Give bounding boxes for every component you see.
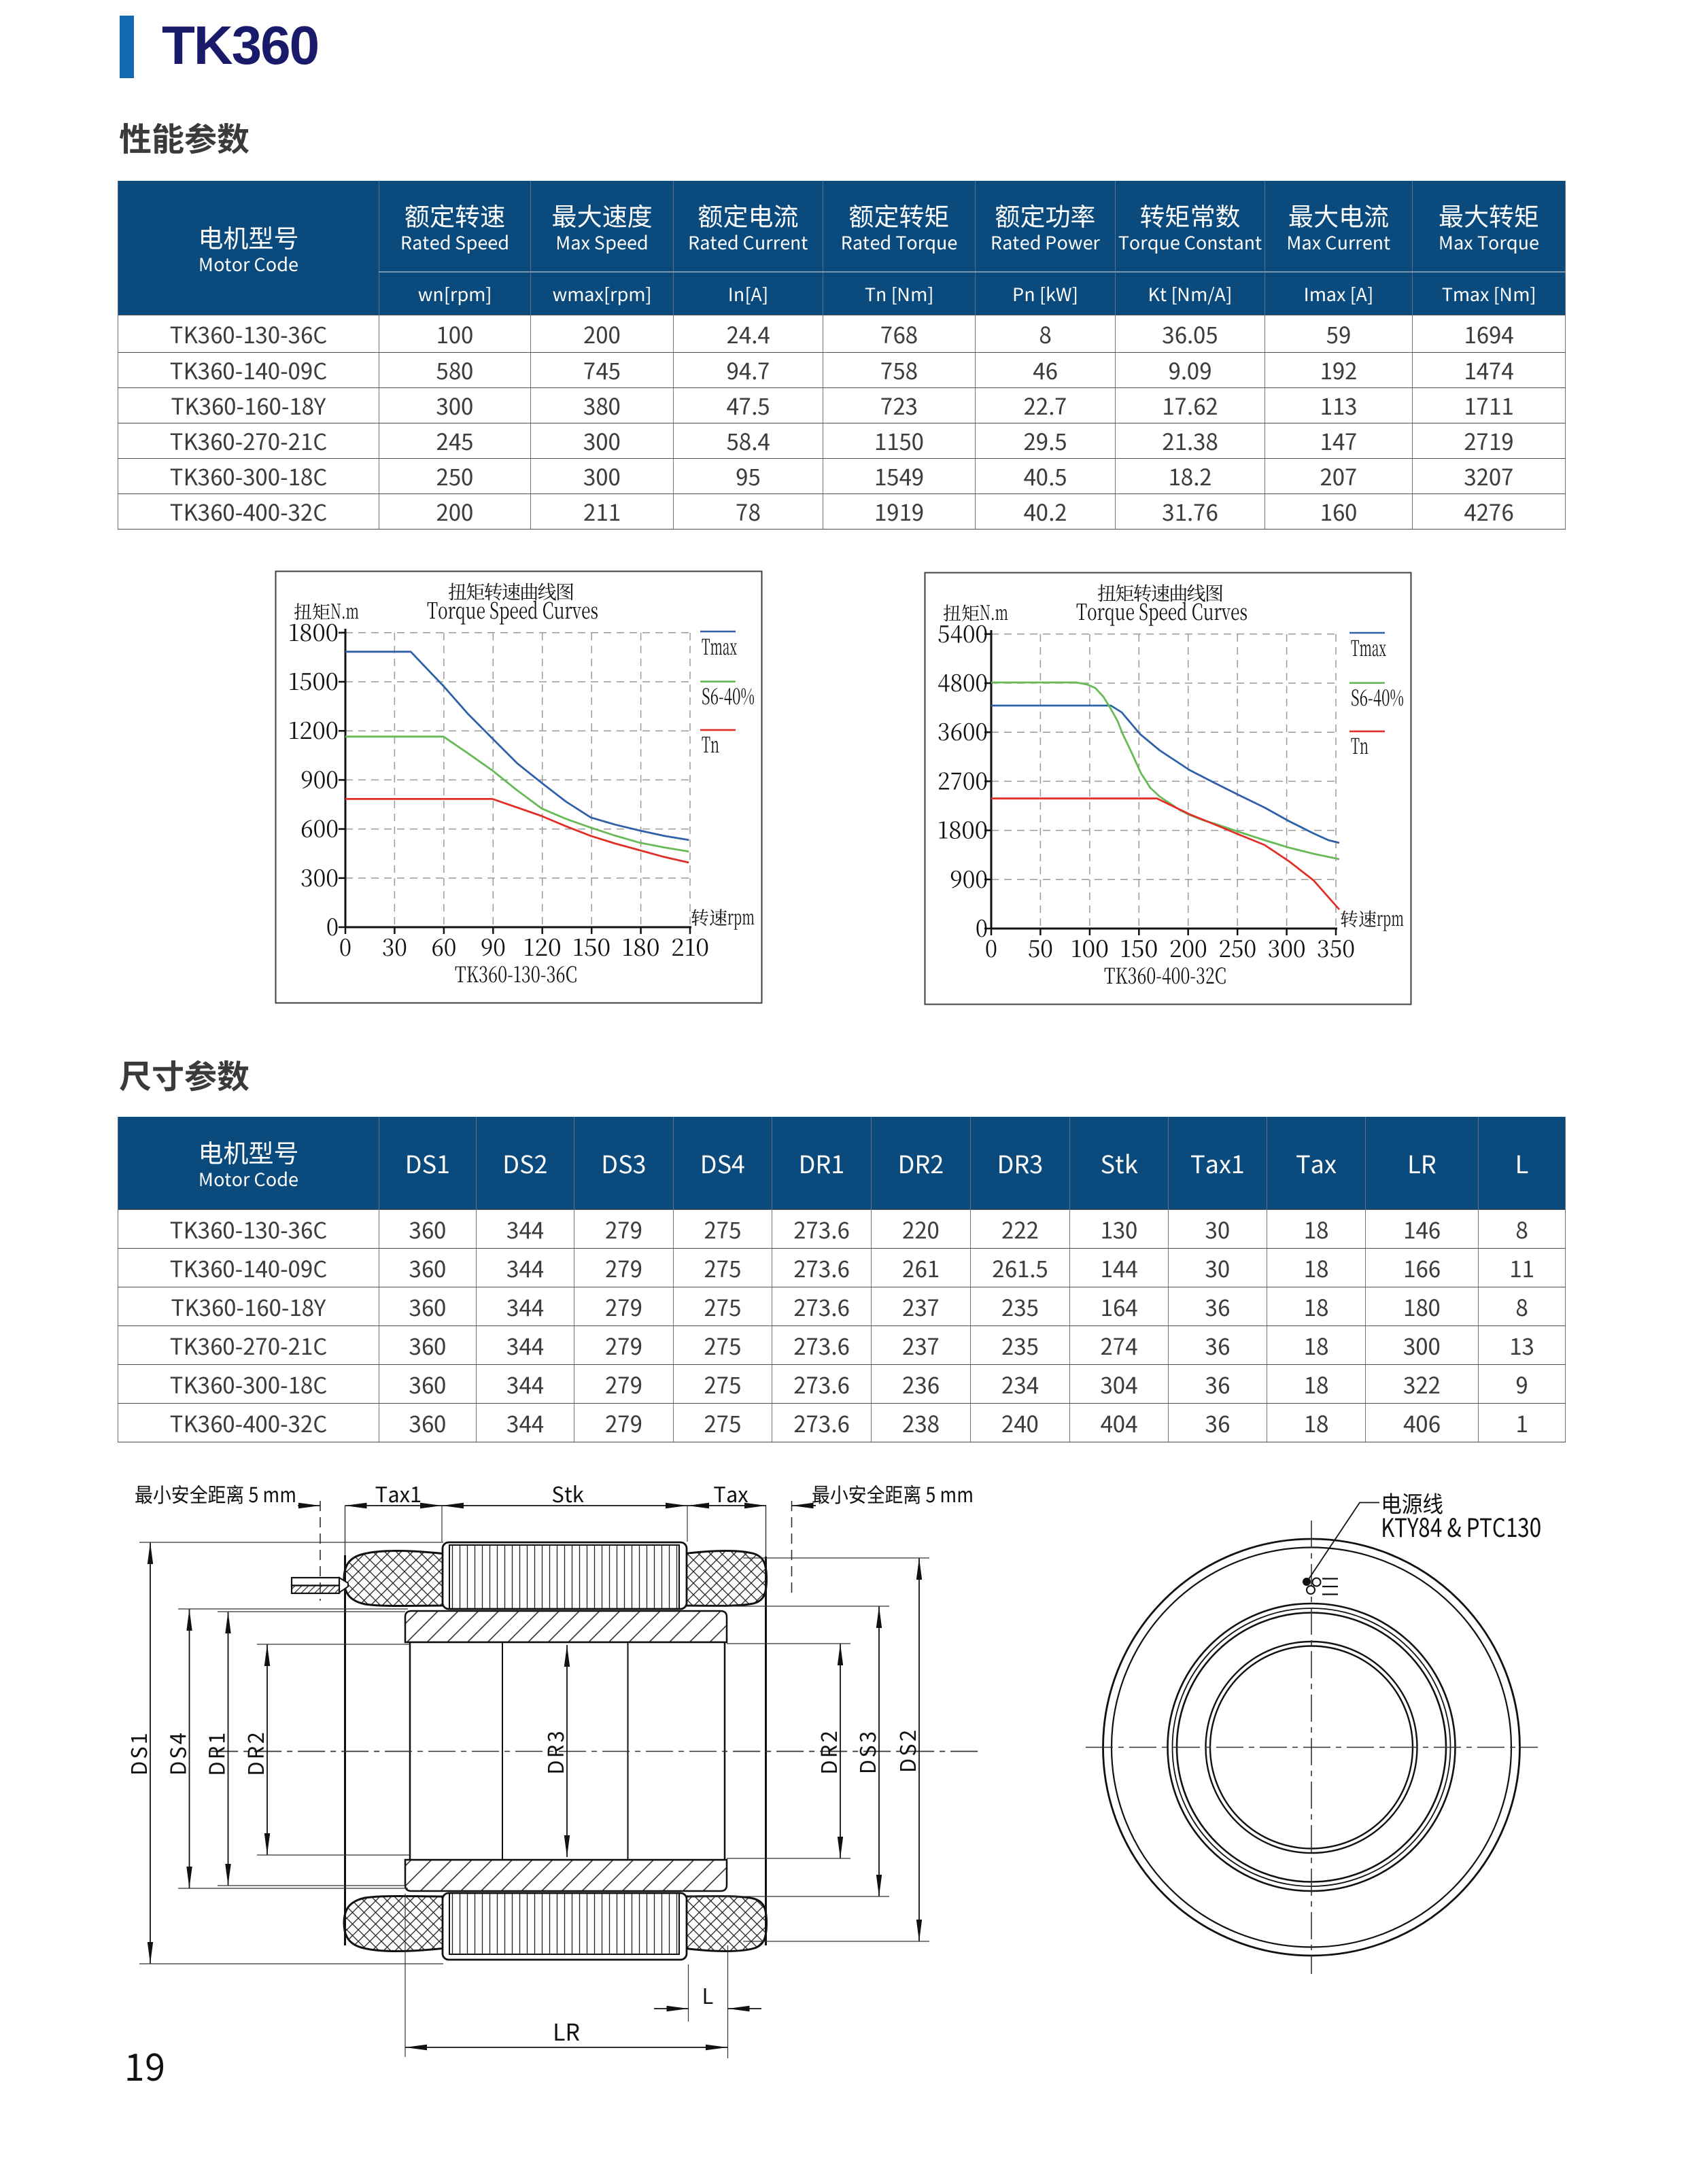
svg-text:TK360-400-32C: TK360-400-32C	[1104, 959, 1226, 990]
svg-text:150: 150	[1120, 931, 1158, 964]
svg-text:1200: 1200	[288, 712, 339, 746]
svg-text:Tax: Tax	[713, 1478, 748, 1508]
svg-text:Tax1: Tax1	[375, 1478, 422, 1508]
svg-text:60: 60	[431, 929, 456, 963]
svg-text:扭矩转速曲线图: 扭矩转速曲线图	[448, 578, 574, 605]
svg-text:900: 900	[300, 761, 339, 795]
svg-text:DR1: DR1	[201, 1730, 231, 1775]
svg-text:200: 200	[1169, 931, 1207, 964]
svg-text:600: 600	[300, 811, 339, 844]
svg-text:Stk: Stk	[551, 1478, 584, 1508]
svg-text:扭矩N.m: 扭矩N.m	[943, 596, 1008, 626]
svg-text:100: 100	[1071, 931, 1109, 964]
svg-text:3600: 3600	[937, 714, 988, 747]
svg-text:KTY84 & PTC130: KTY84 & PTC130	[1381, 1507, 1541, 1544]
svg-text:250: 250	[1218, 931, 1256, 964]
svg-text:Tn: Tn	[1351, 729, 1369, 761]
svg-text:转速rpm: 转速rpm	[691, 901, 755, 931]
svg-text:50: 50	[1028, 931, 1053, 964]
svg-text:1500: 1500	[288, 663, 339, 697]
svg-text:350: 350	[1317, 931, 1355, 964]
svg-text:LR: LR	[553, 2014, 580, 2047]
svg-text:180: 180	[622, 929, 660, 963]
svg-text:扭矩转速曲线图: 扭矩转速曲线图	[1097, 579, 1224, 606]
svg-text:1800: 1800	[937, 812, 988, 846]
svg-text:900: 900	[950, 861, 988, 895]
svg-text:210: 210	[671, 929, 709, 963]
svg-text:电源线: 电源线	[1381, 1486, 1443, 1519]
svg-text:300: 300	[1268, 931, 1306, 964]
svg-text:4800: 4800	[937, 665, 988, 698]
svg-text:DS1: DS1	[122, 1731, 153, 1775]
svg-text:0: 0	[976, 910, 988, 943]
svg-text:TK360-130-36C: TK360-130-36C	[455, 958, 577, 989]
svg-text:Tn: Tn	[702, 728, 719, 759]
svg-text:90: 90	[481, 929, 506, 963]
svg-text:19: 19	[124, 2038, 165, 2092]
svg-text:DS4: DS4	[162, 1731, 192, 1775]
svg-text:扭矩N.m: 扭矩N.m	[294, 595, 359, 625]
svg-text:0: 0	[985, 931, 997, 964]
svg-text:Torque Speed Curves: Torque Speed Curves	[427, 593, 598, 625]
svg-text:30: 30	[382, 929, 407, 963]
svg-text:DS3: DS3	[851, 1729, 882, 1774]
svg-text:0: 0	[326, 909, 339, 942]
svg-text:转速rpm: 转速rpm	[1340, 902, 1404, 932]
svg-text:300: 300	[300, 860, 339, 893]
svg-text:最小安全距离 5 mm: 最小安全距离 5 mm	[135, 1478, 296, 1508]
svg-text:120: 120	[523, 929, 562, 963]
svg-text:Tmax: Tmax	[702, 630, 737, 661]
svg-text:S6-40%: S6-40%	[1351, 681, 1404, 712]
svg-text:S6-40%: S6-40%	[702, 680, 755, 711]
svg-text:DS2: DS2	[891, 1728, 922, 1773]
svg-text:L: L	[702, 1979, 714, 2010]
svg-text:5400: 5400	[937, 616, 988, 649]
svg-text:DR3: DR3	[539, 1729, 570, 1774]
svg-text:1800: 1800	[288, 614, 339, 648]
svg-text:0: 0	[339, 929, 351, 963]
svg-text:最小安全距离 5 mm: 最小安全距离 5 mm	[812, 1478, 974, 1508]
svg-text:DR2: DR2	[812, 1729, 843, 1774]
svg-text:2700: 2700	[937, 763, 988, 796]
svg-text:Tmax: Tmax	[1351, 631, 1386, 663]
svg-text:150: 150	[572, 929, 610, 963]
svg-text:Torque Speed Curves: Torque Speed Curves	[1076, 595, 1248, 627]
svg-text:DR2: DR2	[239, 1730, 270, 1775]
